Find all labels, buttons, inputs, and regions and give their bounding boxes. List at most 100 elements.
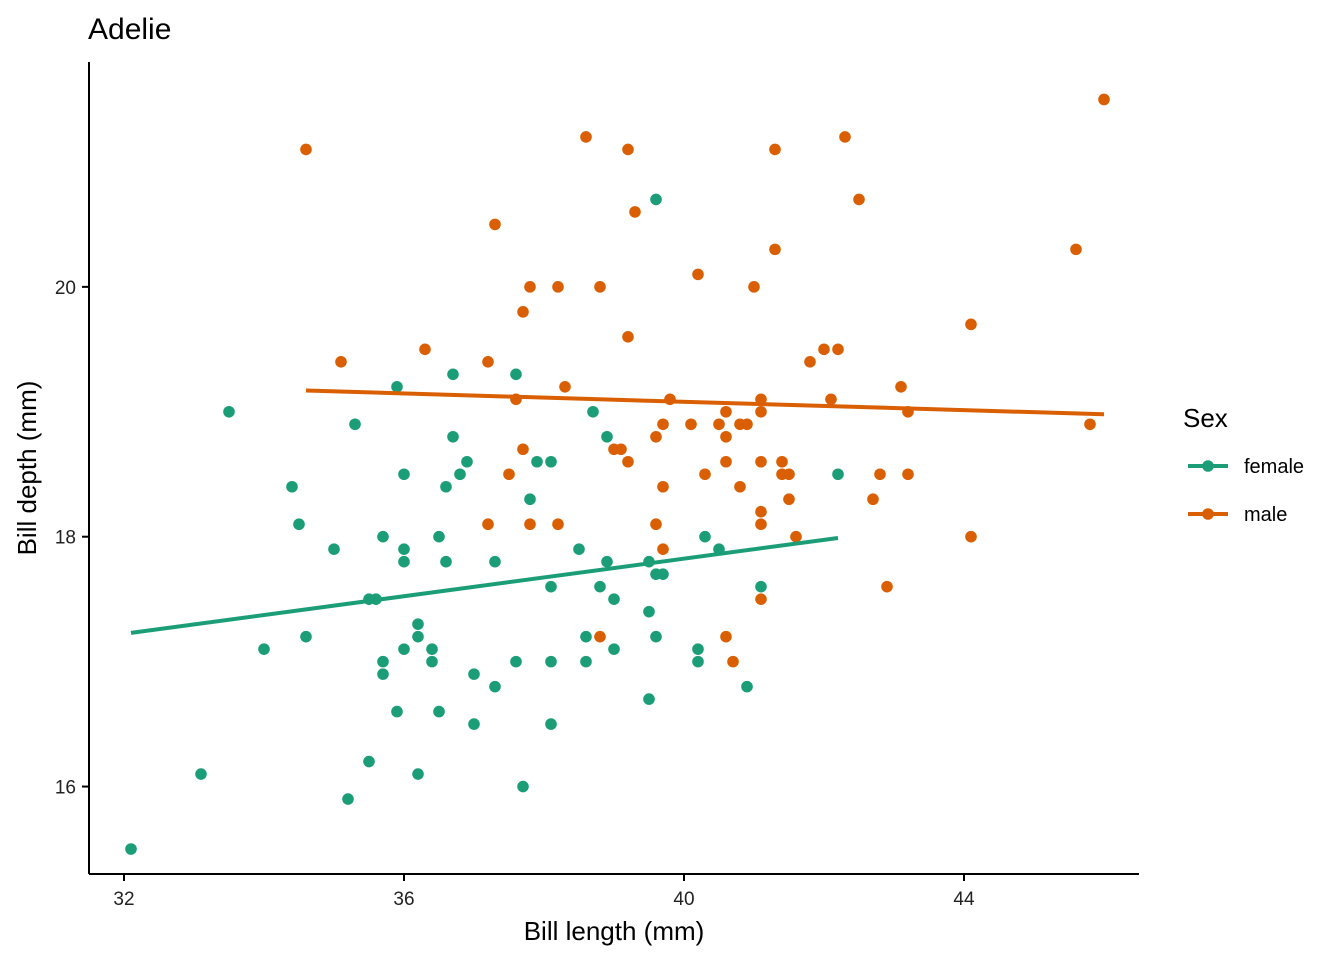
data-point-male [650, 518, 662, 531]
data-point-male [965, 318, 977, 331]
data-point-male [755, 455, 767, 468]
data-point-female [342, 793, 354, 805]
data-point-female [412, 618, 424, 630]
data-point-female [433, 705, 445, 718]
data-point-female [426, 655, 438, 668]
trend-lines [130, 388, 1105, 635]
legend-item-female: female [1188, 456, 1304, 478]
data-point-male [594, 281, 606, 293]
data-point-male [517, 443, 529, 456]
data-point-female [258, 643, 270, 655]
data-point-male [755, 405, 767, 418]
data-point-female [587, 405, 599, 418]
data-point-female [293, 518, 305, 531]
data-point-female [125, 843, 137, 855]
data-point-male [482, 518, 494, 531]
data-point-female [650, 630, 662, 643]
data-point-male [482, 356, 494, 368]
data-point-female [657, 568, 669, 580]
data-point-female [391, 705, 403, 718]
data-point-female [398, 543, 410, 555]
data-point-male [720, 430, 732, 443]
data-point-male [629, 206, 641, 218]
y-axis-ticks: 16 18 20 [55, 278, 89, 799]
data-point-male [755, 518, 767, 531]
legend-key-point [1202, 460, 1214, 472]
data-point-male [559, 381, 571, 393]
data-point-female [426, 643, 438, 655]
legend-title: Sex [1183, 403, 1228, 433]
data-point-female [363, 755, 375, 768]
data-point-female [489, 555, 501, 568]
data-point-female [692, 655, 704, 668]
data-point-female [608, 643, 620, 655]
data-point-male [699, 468, 711, 481]
data-point-female [601, 555, 613, 568]
data-point-male [552, 518, 564, 531]
data-point-female [461, 455, 473, 468]
data-point-male [622, 331, 634, 343]
data-point-male [867, 493, 879, 506]
data-point-male [790, 530, 802, 543]
data-point-female [433, 530, 445, 543]
data-point-female [517, 780, 529, 793]
data-point-female [510, 368, 522, 381]
data-point-male [657, 543, 669, 555]
data-point-female [440, 480, 452, 493]
data-point-male [503, 468, 515, 481]
x-axis-ticks: 32 36 40 44 [113, 874, 975, 910]
data-point-male [657, 480, 669, 493]
trend-line-female [130, 535, 839, 635]
data-point-female [398, 643, 410, 655]
data-point-female [398, 468, 410, 481]
data-point-male [727, 655, 739, 668]
chart-title: Adelie [88, 13, 171, 46]
data-point-male [594, 630, 606, 643]
data-point-male [685, 418, 697, 431]
data-point-female [300, 630, 312, 643]
data-point-female [468, 718, 480, 730]
data-point-male [1084, 418, 1096, 431]
axes: 32 36 40 44 16 18 20 [55, 62, 1139, 910]
x-tick-label: 32 [113, 889, 134, 910]
data-point-male [748, 281, 760, 293]
data-point-male [300, 143, 312, 156]
legend-key-point [1202, 508, 1214, 520]
data-point-female [755, 580, 767, 593]
data-point-male [622, 143, 634, 156]
data-point-male [769, 143, 781, 156]
data-point-male [895, 381, 907, 393]
data-point-female [545, 718, 557, 730]
legend-items: female male [1188, 456, 1304, 526]
data-point-female [398, 555, 410, 568]
data-point-male [615, 443, 627, 456]
x-tick-label: 36 [393, 889, 414, 910]
y-tick-label: 16 [55, 778, 76, 799]
data-point-female [545, 655, 557, 668]
data-point-male [713, 418, 725, 431]
data-point-female [524, 493, 536, 506]
data-point-male [776, 455, 788, 468]
data-point-male [734, 480, 746, 493]
data-point-male [755, 593, 767, 605]
data-point-female [440, 555, 452, 568]
legend: Sex female male [1183, 403, 1304, 526]
points-layer [125, 93, 1110, 855]
x-axis-title: Bill length (mm) [524, 916, 705, 946]
data-point-female [447, 430, 459, 443]
data-point-female [195, 768, 207, 780]
data-point-male [965, 530, 977, 543]
data-point-male [783, 468, 795, 481]
data-point-male [692, 268, 704, 281]
data-point-female [349, 418, 361, 431]
data-point-female [489, 680, 501, 693]
data-point-female [545, 455, 557, 468]
data-point-female [545, 580, 557, 593]
data-point-male [552, 281, 564, 293]
legend-label: male [1244, 504, 1287, 526]
data-point-female [468, 668, 480, 680]
data-point-female [412, 630, 424, 643]
data-point-male [1098, 93, 1110, 106]
trend-line-male [305, 388, 1105, 417]
